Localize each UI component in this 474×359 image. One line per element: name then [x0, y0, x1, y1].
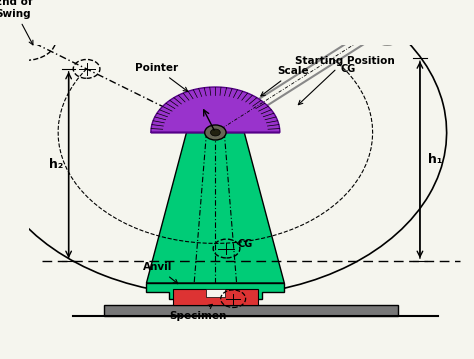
Polygon shape: [104, 305, 398, 316]
Text: CG: CG: [237, 239, 253, 249]
Text: h₁: h₁: [428, 153, 442, 166]
Text: Scale: Scale: [261, 66, 309, 96]
Text: Specimen: Specimen: [169, 304, 226, 321]
Text: Anvil: Anvil: [143, 262, 178, 284]
Text: CG: CG: [340, 64, 356, 74]
Text: Hammer: Hammer: [0, 358, 1, 359]
Polygon shape: [151, 87, 280, 132]
Circle shape: [205, 125, 226, 140]
Text: Pointer: Pointer: [136, 63, 188, 92]
Polygon shape: [146, 132, 284, 283]
Circle shape: [357, 2, 418, 45]
Polygon shape: [146, 283, 284, 299]
Polygon shape: [206, 289, 225, 297]
Polygon shape: [173, 289, 258, 305]
Text: h₂: h₂: [49, 158, 63, 172]
Text: Starting Position: Starting Position: [295, 56, 395, 105]
Text: End of
Swing: End of Swing: [0, 0, 33, 45]
Circle shape: [210, 129, 220, 136]
